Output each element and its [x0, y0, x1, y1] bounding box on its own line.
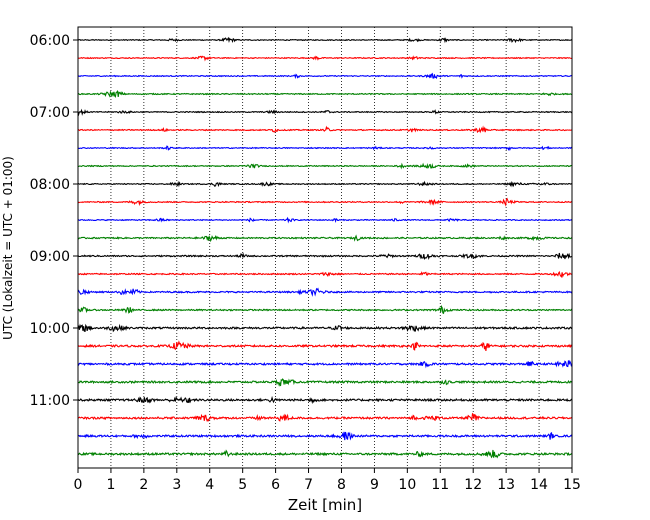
trace-1015 [77, 340, 573, 351]
y-tick-label-5: 11:00 [30, 393, 70, 409]
x-tick-label-3: 3 [172, 477, 181, 493]
x-tick-label-11: 11 [431, 477, 449, 493]
trace-0845 [77, 234, 573, 243]
trace-1000 [77, 323, 573, 333]
trace-0945 [77, 304, 573, 315]
x-axis-label: Zeit [min] [288, 496, 362, 514]
y-axis-ticks: 06:00 07:00 08:00 09:00 10:00 11:00 [30, 33, 78, 409]
trace-0915 [77, 270, 573, 278]
x-tick-label-9: 9 [370, 477, 379, 493]
trace-0615 [77, 55, 573, 62]
x-tick-label-8: 8 [337, 477, 346, 493]
x-tick-label-13: 13 [497, 477, 515, 493]
trace-1045 [77, 378, 573, 387]
x-tick-label-12: 12 [464, 477, 482, 493]
trace-1115 [77, 412, 573, 423]
trace-0930 [77, 287, 573, 297]
trace-0900 [77, 252, 573, 261]
trace-0715 [77, 125, 573, 134]
trace-0800 [77, 180, 573, 188]
trace-1145 [77, 449, 573, 459]
y-tick-label-1: 07:00 [30, 105, 70, 121]
x-tick-label-0: 0 [74, 477, 83, 493]
x-tick-label-14: 14 [530, 477, 548, 493]
x-tick-label-1: 1 [106, 477, 115, 493]
x-tick-label-4: 4 [205, 477, 214, 493]
seismic-traces [77, 36, 573, 459]
trace-0645 [77, 90, 573, 98]
trace-1130 [77, 431, 573, 441]
x-tick-label-7: 7 [304, 477, 313, 493]
x-tick-label-5: 5 [238, 477, 247, 493]
trace-1030 [77, 359, 573, 369]
y-tick-label-3: 09:00 [30, 249, 70, 265]
trace-1100 [77, 395, 573, 405]
x-tick-label-6: 6 [271, 477, 280, 493]
trace-0700 [77, 108, 573, 117]
plot-frame [77, 26, 573, 469]
x-axis-ticks: 0 1 2 3 4 5 6 7 8 9 10 11 12 13 14 15 [74, 468, 581, 493]
y-tick-label-2: 08:00 [30, 177, 70, 193]
trace-0815 [77, 197, 573, 207]
trace-0745 [77, 162, 573, 170]
x-tick-label-15: 15 [563, 477, 581, 493]
y-tick-label-0: 06:00 [30, 33, 70, 49]
trace-0730 [77, 145, 573, 152]
x-tick-label-2: 2 [139, 477, 148, 493]
y-tick-label-4: 10:00 [30, 321, 70, 337]
x-tick-label-10: 10 [398, 477, 416, 493]
y-axis-label: UTC (Lokalzeit = UTC + 01:00) [1, 156, 15, 340]
trace-0830 [77, 216, 573, 224]
trace-0600 [77, 36, 573, 44]
trace-0630 [77, 72, 573, 80]
